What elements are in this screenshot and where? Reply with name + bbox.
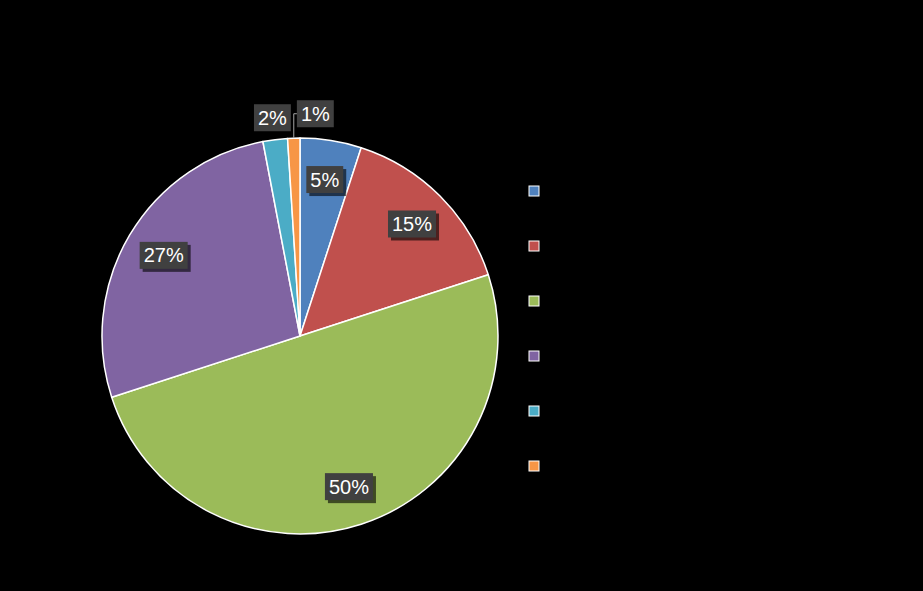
leader-line	[294, 114, 297, 138]
legend-swatch	[529, 351, 539, 361]
pie-slice	[288, 138, 300, 336]
data-label: 15%	[388, 210, 439, 240]
label-box	[388, 210, 436, 237]
pie-slice	[263, 138, 300, 336]
data-label: 2%	[254, 104, 294, 134]
label-box	[306, 166, 343, 193]
data-label-text: 2%	[258, 107, 287, 129]
data-label-text: 1%	[301, 103, 330, 125]
data-label: 5%	[306, 166, 346, 196]
chart-root: 5% 15% 50% 27% 2% 1%	[0, 0, 923, 591]
background	[0, 0, 923, 591]
label-box	[297, 100, 334, 127]
legend-swatch	[529, 186, 539, 196]
legend-swatch	[529, 241, 539, 251]
data-label-text: 50%	[329, 476, 369, 498]
data-label-text: 15%	[392, 213, 432, 235]
legend	[529, 186, 539, 471]
data-labels: 5% 15% 50% 27% 2% 1%	[140, 100, 439, 503]
label-box	[140, 242, 188, 269]
data-label-text: 27%	[144, 244, 184, 266]
legend-swatch	[529, 406, 539, 416]
data-label: 27%	[140, 242, 191, 272]
data-label: 1%	[294, 100, 337, 138]
label-box	[254, 104, 291, 131]
data-label-text: 5%	[310, 169, 339, 191]
label-box	[325, 473, 373, 500]
data-label: 50%	[325, 473, 376, 503]
slices	[102, 138, 498, 534]
legend-swatch	[529, 461, 539, 471]
legend-swatch	[529, 296, 539, 306]
